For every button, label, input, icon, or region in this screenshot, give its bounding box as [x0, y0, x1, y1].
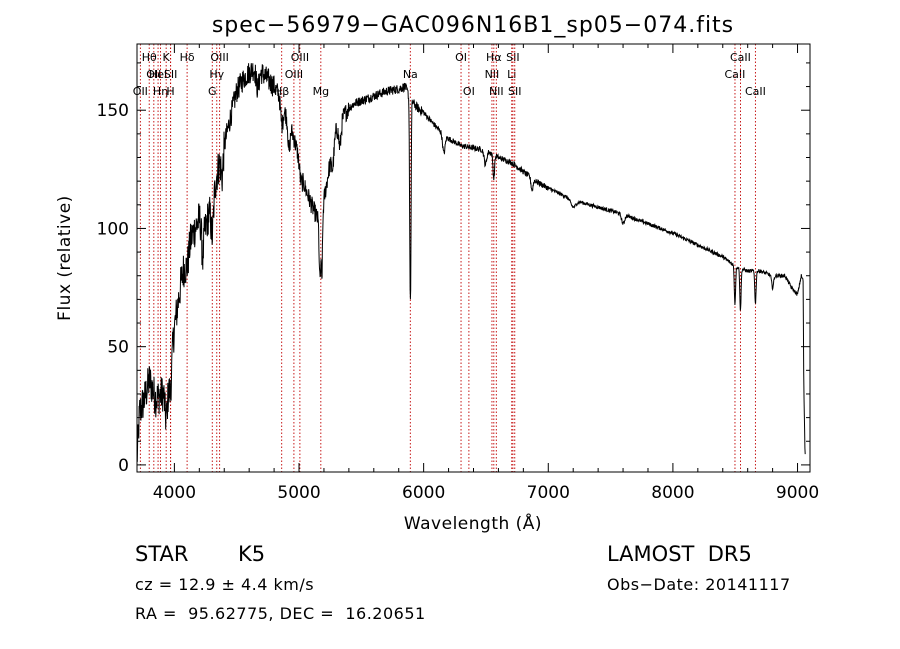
spectral-subclass: K5: [238, 542, 266, 566]
chart-title: spec−56979−GAC096N16B1_sp05−074.fits: [212, 13, 734, 38]
line-label-17: OI: [455, 51, 467, 64]
line-label-3: Hel: [149, 68, 167, 81]
coordinates-readout: RA = 95.62775, DEC = 16.20651: [135, 604, 426, 623]
x-tick-label: 6000: [402, 483, 445, 503]
object-class: STAR: [135, 542, 189, 566]
y-tick-label: 0: [118, 456, 129, 476]
y-tick-label: 100: [97, 219, 129, 239]
line-label-26: CaII: [730, 51, 751, 64]
line-label-21: NII: [489, 85, 504, 98]
line-label-25: CaII: [725, 68, 746, 81]
y-axis-label: Flux (relative): [55, 195, 75, 321]
line-label-9: G: [208, 85, 217, 98]
x-tick-label: 4000: [153, 483, 196, 503]
line-label-16: Na: [403, 68, 418, 81]
x-tick-label: 5000: [277, 483, 320, 503]
line-label-14: OIII: [291, 51, 309, 64]
line-label-7: SII: [164, 68, 177, 81]
line-label-22: Li: [507, 68, 516, 81]
line-label-10: Hγ: [209, 68, 224, 81]
line-label-19: NII: [485, 68, 500, 81]
observation-date: Obs−Date: 20141117: [607, 575, 791, 594]
line-label-18: OI: [463, 85, 475, 98]
survey-name: LAMOST DR5: [607, 542, 752, 566]
plot-frame: [136, 43, 811, 473]
line-label-5: K: [163, 51, 171, 64]
line-label-11: OIII: [210, 51, 228, 64]
spectral-line-markers: OIIHθOIIHelHηKHSIIHδGHγOIIIHβOIIIOIIIMgN…: [133, 44, 766, 472]
line-label-23: SII: [506, 51, 519, 64]
redshift-readout: cz = 12.9 ± 4.4 km/s: [135, 575, 315, 594]
line-label-4: Hη: [153, 85, 168, 98]
line-label-20: Hα: [486, 51, 502, 64]
x-tick-label: 9000: [776, 483, 819, 503]
line-label-27: CaII: [745, 85, 766, 98]
spectrum-line: [136, 63, 806, 462]
line-label-13: OIII: [285, 68, 303, 81]
line-label-8: Hδ: [180, 51, 195, 64]
line-label-1: Hθ: [142, 51, 157, 64]
x-tick-label: 7000: [527, 483, 570, 503]
line-label-24: SII: [508, 85, 521, 98]
line-label-2: OII: [146, 68, 161, 81]
spectrum-trace: [136, 63, 806, 462]
x-tick-label: 8000: [651, 483, 694, 503]
y-tick-label: 50: [107, 338, 129, 358]
line-label-15: Mg: [313, 85, 329, 98]
line-label-6: H: [166, 85, 174, 98]
y-tick-label: 150: [97, 101, 129, 121]
axis-ticks: 4000 5000 6000 7000 8000 9000 0 50 100 150: [97, 44, 819, 503]
x-axis-label: Wavelength (Å): [404, 512, 542, 534]
